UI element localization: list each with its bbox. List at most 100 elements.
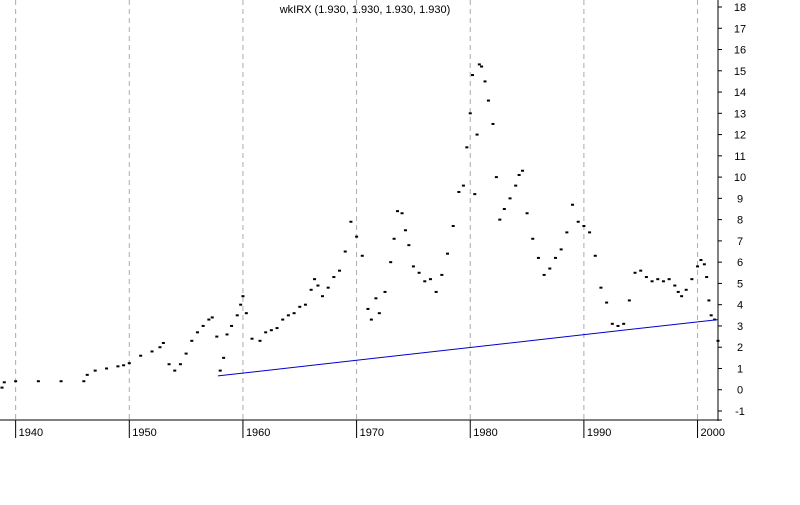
y-tick-label-9: 9 [737,193,743,205]
price-point [494,176,498,179]
price-point [392,237,396,240]
price-point [150,350,154,353]
price-point [210,316,214,319]
price-point [173,369,177,372]
price-point [542,273,546,276]
price-point [269,329,273,332]
price-point [139,354,143,357]
x-axis-ticks: 1940 1950 1960 1970 1980 1990 2000 [15,420,725,439]
price-point [475,133,479,136]
price-point [473,193,477,196]
y-tick-label-8: 8 [737,215,743,227]
price-point [326,286,330,289]
axes [0,0,722,421]
price-point [400,212,404,215]
price-point [225,333,229,336]
y-tick-label--1: -1 [735,406,745,418]
price-point [332,276,336,279]
price-point [14,380,18,383]
y-tick-label-1: 1 [737,363,743,375]
price-point [553,256,557,259]
price-point [565,231,569,234]
price-point [105,367,109,370]
y-tick-label-11: 11 [734,151,745,163]
price-point [690,278,694,281]
price-point [218,369,222,372]
price-point [292,312,296,315]
price-point [656,278,660,281]
price-point [667,278,671,281]
price-point [483,80,487,83]
price-point [582,225,586,228]
price-point [316,284,320,287]
price-point [434,290,438,293]
price-point [286,314,290,317]
price-point [59,380,63,383]
price-point [360,254,364,257]
price-point [195,331,199,334]
price-point [250,337,254,340]
price-point [235,314,239,317]
price-point [644,276,648,279]
price-point [498,218,502,221]
price-point [85,373,89,376]
price-point [0,386,4,389]
price-point [264,331,268,334]
price-point [366,307,370,310]
price-point [320,295,324,298]
chart-title: wkIRX (1.930, 1.930, 1.930, 1.930) [279,4,451,16]
price-point [428,278,432,281]
price-point [633,271,637,274]
price-point [502,208,506,210]
x-tick-label-1990: 1990 [587,427,611,439]
price-point [480,65,484,68]
price-point [396,210,400,213]
price-point [423,280,427,283]
price-point [477,63,481,66]
price-point [303,303,307,306]
price-point [521,169,525,172]
y-tick-label-4: 4 [737,300,743,312]
y-tick-label-18: 18 [734,2,746,14]
price-point [622,322,626,325]
price-point [411,265,415,268]
price-point [377,312,381,315]
x-tick-label-1940: 1940 [19,427,43,439]
price-point [517,173,521,176]
trend-line [217,319,719,377]
price-point [676,290,680,293]
price-point [627,299,631,302]
price-point [275,327,279,330]
y-tick-label-14: 14 [734,87,746,99]
price-point [122,364,126,367]
price-point [650,280,654,283]
price-point [465,146,469,149]
price-point [639,269,643,272]
price-point [440,273,444,276]
y-tick-label-15: 15 [734,66,746,78]
price-point [491,122,495,125]
vertical-grid [15,0,699,420]
price-point [116,365,120,368]
price-point [383,290,387,293]
price-point [508,197,512,200]
price-point [93,369,97,372]
price-point [709,314,713,317]
price-point [369,318,373,321]
price-point [536,256,540,259]
price-point [343,250,347,253]
y-tick-label-5: 5 [737,278,743,290]
price-point [468,112,472,115]
price-point [355,235,359,238]
x-tick-label-1980: 1980 [473,427,497,439]
price-point [241,295,245,298]
y-tick-label-10: 10 [734,172,746,184]
y-tick-label-17: 17 [734,23,746,35]
y-tick-label-16: 16 [734,45,746,57]
price-point [661,280,665,283]
price-point [680,295,684,298]
price-point [417,271,421,274]
price-point [258,339,262,342]
